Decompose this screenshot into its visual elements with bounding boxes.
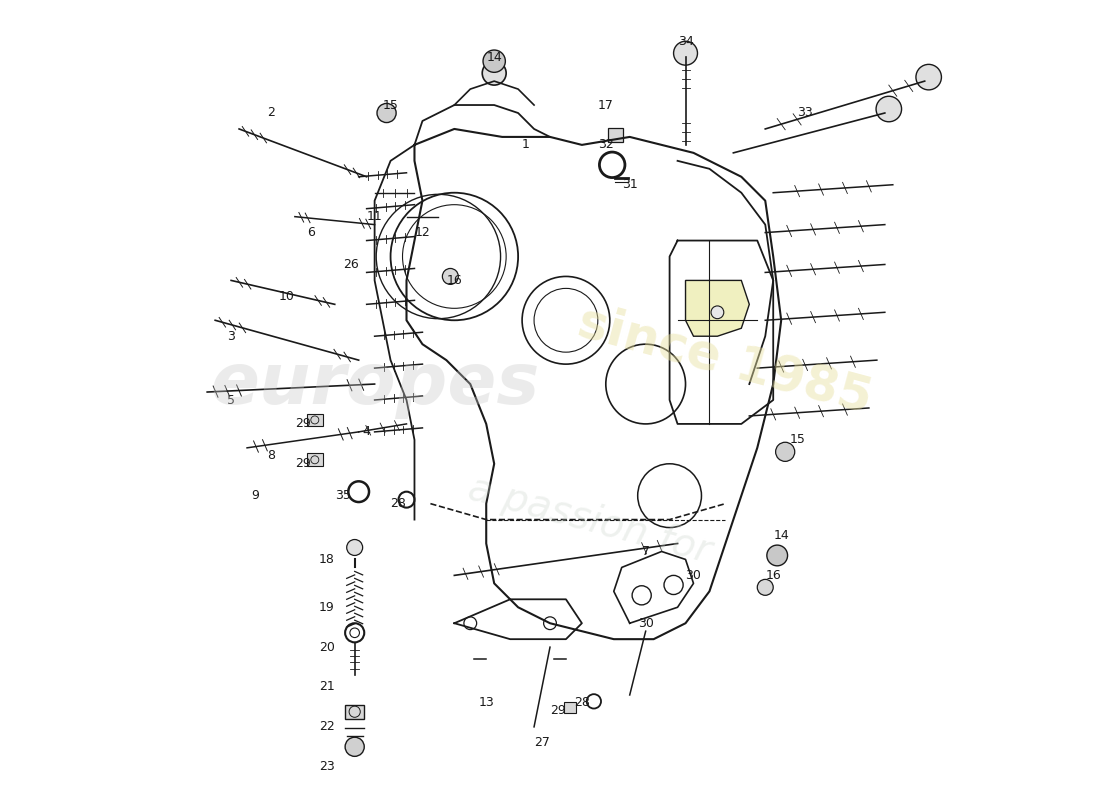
Text: 13: 13 xyxy=(478,697,494,710)
Text: 21: 21 xyxy=(319,681,334,694)
Circle shape xyxy=(442,269,459,285)
Text: 9: 9 xyxy=(251,489,258,502)
Text: 3: 3 xyxy=(228,330,235,342)
Text: 4: 4 xyxy=(363,426,371,438)
Text: 29: 29 xyxy=(295,458,310,470)
Circle shape xyxy=(767,545,788,566)
Text: 12: 12 xyxy=(415,226,430,239)
Circle shape xyxy=(776,442,794,462)
FancyBboxPatch shape xyxy=(608,128,623,142)
Text: 33: 33 xyxy=(798,106,813,119)
Text: europes: europes xyxy=(210,350,539,418)
Text: 2: 2 xyxy=(267,106,275,119)
Text: 26: 26 xyxy=(343,258,359,271)
Text: 10: 10 xyxy=(279,290,295,303)
Text: 15: 15 xyxy=(383,98,398,111)
Text: 29: 29 xyxy=(550,705,565,718)
FancyBboxPatch shape xyxy=(563,702,576,713)
Circle shape xyxy=(482,61,506,85)
Text: 20: 20 xyxy=(319,641,334,654)
FancyBboxPatch shape xyxy=(307,414,322,426)
Text: 6: 6 xyxy=(307,226,315,239)
Circle shape xyxy=(377,103,396,122)
Text: since 1985: since 1985 xyxy=(573,298,878,422)
Text: 32: 32 xyxy=(598,138,614,151)
Circle shape xyxy=(711,306,724,318)
Text: 1: 1 xyxy=(522,138,530,151)
Text: 31: 31 xyxy=(621,178,638,191)
Text: 30: 30 xyxy=(685,569,702,582)
Text: 30: 30 xyxy=(638,617,653,630)
Text: 14: 14 xyxy=(486,50,502,64)
Text: 27: 27 xyxy=(535,736,550,750)
FancyBboxPatch shape xyxy=(307,454,322,466)
Circle shape xyxy=(757,579,773,595)
Text: 17: 17 xyxy=(598,98,614,111)
Text: 5: 5 xyxy=(227,394,235,406)
Text: 29: 29 xyxy=(295,418,310,430)
Text: 7: 7 xyxy=(641,545,650,558)
Circle shape xyxy=(483,50,505,72)
Text: 19: 19 xyxy=(319,601,334,614)
Circle shape xyxy=(916,64,942,90)
Text: a passion for: a passion for xyxy=(464,469,716,570)
Text: 23: 23 xyxy=(319,760,334,774)
Text: 16: 16 xyxy=(766,569,781,582)
Text: 35: 35 xyxy=(334,489,351,502)
Text: 11: 11 xyxy=(366,210,383,223)
Text: 16: 16 xyxy=(447,274,462,287)
Text: 28: 28 xyxy=(574,697,590,710)
Text: 34: 34 xyxy=(678,34,693,48)
Text: 14: 14 xyxy=(773,529,789,542)
Circle shape xyxy=(346,539,363,555)
Circle shape xyxy=(345,738,364,756)
Text: 28: 28 xyxy=(390,497,407,510)
Text: 22: 22 xyxy=(319,720,334,734)
Text: 8: 8 xyxy=(267,450,275,462)
Circle shape xyxy=(673,42,697,65)
Text: 18: 18 xyxy=(319,553,334,566)
FancyBboxPatch shape xyxy=(345,705,364,719)
Polygon shape xyxy=(685,281,749,336)
Text: 15: 15 xyxy=(789,434,805,446)
Circle shape xyxy=(876,96,902,122)
